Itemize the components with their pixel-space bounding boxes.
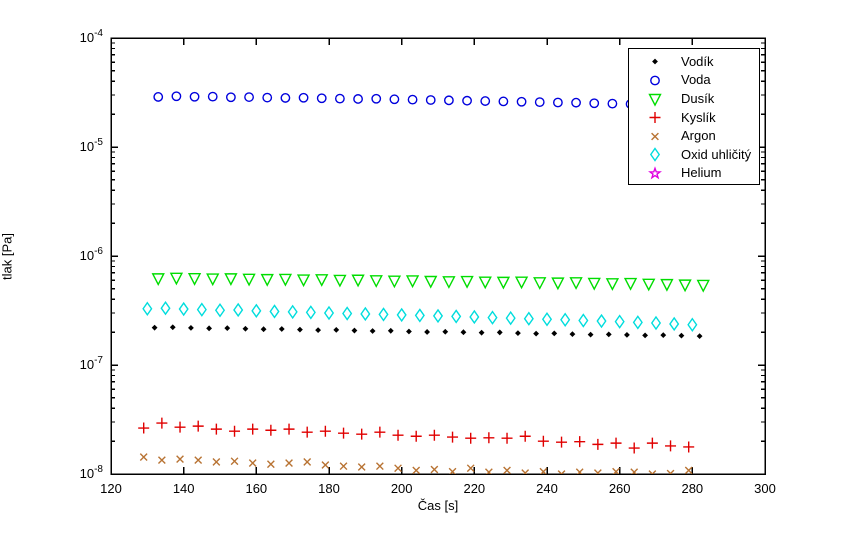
legend-item: Oxid uhličitý [629, 145, 759, 164]
series-point [151, 324, 703, 340]
legend-label: Kyslík [681, 109, 716, 125]
legend-label: Dusík [681, 90, 715, 106]
legend-item: Voda [629, 71, 759, 90]
series-triangle-down [151, 272, 710, 293]
x-tick-label: 200 [391, 481, 413, 496]
legend-label: Oxid uhličitý [681, 146, 752, 162]
legend-label: Helium [681, 165, 722, 181]
x-tick-label: 300 [754, 481, 776, 496]
legend-marker-point-icon [629, 52, 681, 70]
x-axis-label: Čas [s] [417, 498, 459, 513]
legend-marker-circle-icon [629, 71, 681, 89]
y-tick-label: 10-4 [80, 28, 104, 45]
x-tick-label: 180 [318, 481, 340, 496]
y-tick-label: 10-5 [80, 137, 104, 154]
x-tick-label: 240 [536, 481, 558, 496]
legend-label: Vodík [681, 53, 714, 69]
y-tick-label: 10-7 [80, 355, 104, 372]
y-tick-label: 10-6 [80, 246, 104, 263]
legend-marker-pentagram-icon [629, 164, 681, 182]
legend-marker-diamond-icon [629, 145, 681, 163]
y-axis-ticks: 10-4 10-5 10-6 10-7 10-8 [80, 28, 765, 481]
series-plus [138, 417, 695, 454]
x-axis-ticks: 120 140 160 180 200 220 240 260 280 300 [100, 38, 776, 496]
legend-item: Kyslík [629, 108, 759, 127]
legend-label: Argon [681, 128, 716, 144]
legend-item: Dusík [629, 89, 759, 108]
data-series [138, 91, 710, 474]
series-diamond [142, 300, 698, 332]
x-tick-label: 220 [463, 481, 485, 496]
legend-item: Argon [629, 126, 759, 145]
legend-marker-triangle-down-icon [629, 89, 681, 108]
legend-box[interactable]: Vodík Voda Dusík Kyslík Argon Oxid uhličitý He… [628, 48, 760, 185]
series-x [139, 453, 693, 474]
x-tick-label: 260 [609, 481, 631, 496]
legend-item: Helium [629, 164, 759, 183]
legend-item: Vodík [629, 52, 759, 71]
legend-marker-x-icon [629, 127, 681, 145]
x-tick-label: 120 [100, 481, 122, 496]
x-tick-label: 160 [245, 481, 267, 496]
x-tick-label: 280 [681, 481, 703, 496]
x-tick-label: 140 [173, 481, 195, 496]
y-axis-label: tlak [Pa] [0, 233, 15, 280]
y-tick-label: 10-8 [80, 464, 104, 481]
legend-label: Voda [681, 72, 711, 88]
legend-marker-plus-icon [629, 108, 681, 126]
series-circle [153, 91, 709, 111]
